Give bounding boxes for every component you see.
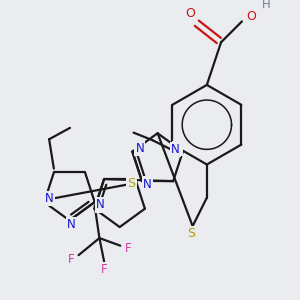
Text: F: F	[68, 254, 74, 266]
Text: S: S	[187, 227, 195, 240]
Text: N: N	[143, 178, 152, 190]
Text: O: O	[246, 10, 256, 23]
Text: N: N	[136, 142, 144, 155]
Text: O: O	[185, 7, 195, 20]
Text: N: N	[173, 142, 182, 155]
Text: N: N	[171, 143, 180, 156]
Text: F: F	[101, 263, 107, 276]
Text: F: F	[124, 242, 131, 255]
Text: N: N	[45, 192, 53, 205]
Text: N: N	[67, 218, 76, 231]
Text: H: H	[262, 0, 271, 11]
Text: S: S	[128, 177, 136, 190]
Text: N: N	[96, 198, 104, 212]
